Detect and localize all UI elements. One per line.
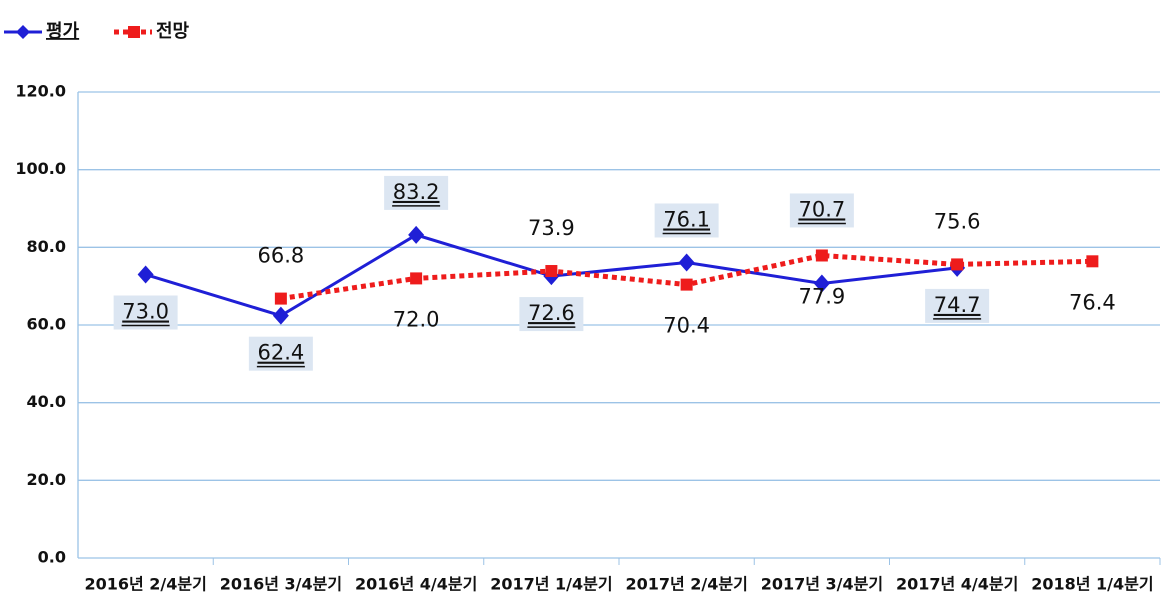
data-label: 62.4 bbox=[257, 341, 304, 365]
data-label: 74.7 bbox=[934, 293, 981, 317]
label-box bbox=[789, 193, 854, 228]
x-tick-label: 2017년 3/4분기 bbox=[761, 575, 883, 594]
data-label: 72.6 bbox=[528, 301, 575, 325]
data-label: 73.9 bbox=[528, 216, 575, 240]
data-label: 76.4 bbox=[1069, 290, 1116, 314]
label-box bbox=[519, 297, 584, 332]
label-box bbox=[925, 288, 990, 323]
marker bbox=[410, 272, 423, 285]
marker bbox=[545, 265, 558, 278]
data-label: 75.6 bbox=[934, 209, 981, 233]
x-tick-label: 2016년 2/4분기 bbox=[84, 575, 206, 594]
legend-label: 전망 bbox=[156, 21, 190, 42]
y-tick-label: 40.0 bbox=[27, 392, 66, 411]
marker bbox=[815, 249, 828, 262]
marker bbox=[678, 253, 695, 272]
legend-marker bbox=[16, 25, 30, 39]
marker bbox=[1086, 255, 1099, 268]
data-label: 76.1 bbox=[663, 207, 710, 231]
label-box bbox=[113, 295, 178, 330]
marker bbox=[951, 258, 964, 271]
marker bbox=[137, 265, 154, 284]
data-label: 77.9 bbox=[798, 284, 845, 308]
y-tick-label: 0.0 bbox=[38, 548, 66, 567]
marker bbox=[272, 306, 289, 325]
label-box bbox=[654, 203, 719, 238]
y-tick-label: 20.0 bbox=[27, 470, 66, 489]
data-label: 70.4 bbox=[663, 314, 710, 338]
x-tick-label: 2016년 3/4분기 bbox=[220, 575, 342, 594]
y-tick-label: 80.0 bbox=[27, 237, 66, 256]
x-tick-label: 2017년 2/4분기 bbox=[625, 575, 747, 594]
marker bbox=[408, 225, 425, 244]
data-label: 83.2 bbox=[393, 180, 440, 204]
y-tick-label: 100.0 bbox=[15, 159, 66, 178]
data-label: 72.0 bbox=[393, 307, 440, 331]
data-label: 73.0 bbox=[122, 300, 169, 324]
marker bbox=[813, 274, 830, 293]
label-box bbox=[384, 175, 449, 210]
marker bbox=[680, 278, 693, 291]
x-tick-label: 2017년 1/4분기 bbox=[490, 575, 612, 594]
marker bbox=[274, 292, 287, 305]
x-tick-label: 2017년 4/4분기 bbox=[896, 575, 1018, 594]
legend-marker bbox=[128, 26, 140, 38]
x-tick-label: 2018년 1/4분기 bbox=[1031, 575, 1153, 594]
label-box bbox=[248, 336, 313, 371]
y-tick-label: 120.0 bbox=[15, 82, 66, 101]
legend-label: 평가 bbox=[46, 21, 80, 42]
x-tick-label: 2016년 4/4분기 bbox=[355, 575, 477, 594]
data-label: 66.8 bbox=[257, 244, 304, 268]
y-tick-label: 60.0 bbox=[27, 315, 66, 334]
data-label: 70.7 bbox=[798, 197, 845, 221]
